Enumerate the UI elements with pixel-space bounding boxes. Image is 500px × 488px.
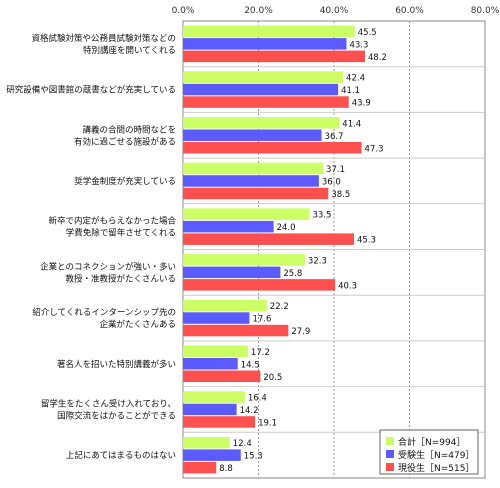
category-label: 紹介してくれるインターンシップ先の [32, 307, 176, 318]
data-label: 12.4 [233, 439, 252, 449]
data-label: 41.1 [341, 86, 360, 96]
bar-examinee [183, 358, 238, 370]
bar-examinee [183, 449, 241, 461]
bar-examinee [183, 83, 339, 96]
category-label: 国際交流をはかることができる [57, 410, 176, 421]
legend-swatch [386, 463, 394, 471]
data-label: 25.8 [283, 269, 302, 279]
data-label: 36.7 [325, 132, 344, 142]
bar-total [183, 436, 230, 449]
category-label: 奨学金制度が充実している [74, 176, 176, 187]
data-label: 45.5 [358, 28, 377, 38]
bar-current-student [183, 416, 256, 428]
bar-examinee [183, 403, 237, 416]
data-label: 16.4 [248, 393, 267, 403]
category-label: 教授・准教授がたくさんいる [65, 273, 176, 284]
data-label: 24.0 [277, 223, 296, 233]
x-tick-label: 40.0% [320, 6, 349, 16]
bar-current-student [183, 233, 355, 245]
legend-label: 現役生［N=515］ [398, 462, 474, 474]
data-label: 47.3 [365, 144, 384, 154]
category-label: 企業がたくさんある [99, 319, 176, 330]
category-label: 新卒で内定がもらえなかった場合 [48, 216, 176, 227]
data-label: 37.1 [326, 165, 345, 175]
data-label: 17.2 [251, 348, 270, 358]
bar-total [183, 391, 245, 403]
data-label: 15.3 [244, 452, 263, 462]
data-label: 38.5 [331, 190, 350, 200]
bar-total [183, 25, 355, 38]
category-label: 上記にあてはまるものはない [66, 450, 176, 461]
bar-examinee [183, 312, 250, 324]
data-label: 41.4 [342, 119, 361, 129]
bar-examinee [183, 129, 322, 141]
legend-box [379, 429, 479, 475]
data-label: 32.3 [308, 256, 327, 266]
category-label: 研究設備や図書館の蔵書などが充実している [6, 85, 176, 96]
bar-current-student [183, 50, 365, 63]
category-label: 著名人を招いた特別講義が多い [57, 359, 176, 370]
bar-current-student [183, 461, 217, 474]
x-tick-label: 20.0% [244, 6, 273, 16]
bar-current-student [183, 142, 362, 154]
x-tick-label: 60.0% [395, 6, 424, 16]
data-label: 48.2 [368, 53, 387, 63]
bar-current-student [183, 187, 329, 200]
category-label: 企業とのコネクションが強い・多い [40, 261, 176, 272]
bar-current-student [183, 279, 336, 291]
data-label: 19.1 [258, 418, 277, 428]
category-label: 有効に過ごせる施設がある [74, 136, 176, 147]
legend-label: 合計［N=994］ [398, 436, 465, 448]
bar-total [183, 117, 340, 129]
data-label: 8.8 [219, 464, 233, 474]
bar-total [183, 71, 344, 83]
data-label: 20.5 [263, 373, 282, 383]
data-label: 45.3 [357, 236, 376, 246]
category-label: 特別講座を開いてくれる [83, 45, 176, 56]
bar-examinee [183, 220, 274, 233]
x-tick-label: 0.0% [172, 6, 195, 16]
category-label: 資格試験対策や公務員試験対策などの [31, 33, 176, 44]
category-label: 留学生をたくさん受け入れており、 [41, 398, 176, 409]
bar-examinee [183, 266, 281, 279]
legend-label: 受験生［N=479］ [398, 449, 474, 461]
data-label: 33.5 [312, 211, 331, 221]
category-label: 学費免除で留年させてくれる [66, 228, 176, 239]
bar-total [183, 254, 305, 266]
bar-examinee [183, 175, 319, 187]
data-label: 36.0 [322, 177, 341, 187]
data-label: 40.3 [338, 281, 357, 291]
bar-examinee [183, 38, 347, 50]
legend-swatch [386, 437, 394, 445]
x-tick-label: 80.0% [471, 6, 500, 16]
bar-current-student [183, 324, 289, 337]
data-label: 42.4 [346, 74, 365, 84]
data-label: 43.9 [352, 99, 371, 109]
bar-total [183, 299, 267, 312]
data-label: 17.6 [252, 315, 271, 325]
legend-swatch [386, 450, 394, 458]
bar-current-student [183, 96, 349, 108]
data-label: 27.9 [291, 327, 310, 337]
data-label: 14.5 [241, 360, 260, 370]
bar-current-student [183, 370, 261, 382]
data-label: 14.2 [240, 406, 259, 416]
category-label: 講義の合間の時間などを [82, 124, 176, 135]
bar-total [183, 345, 248, 357]
data-label: 22.2 [270, 302, 289, 312]
bar-total [183, 208, 310, 220]
data-label: 43.3 [349, 40, 368, 50]
bar-total [183, 162, 324, 175]
